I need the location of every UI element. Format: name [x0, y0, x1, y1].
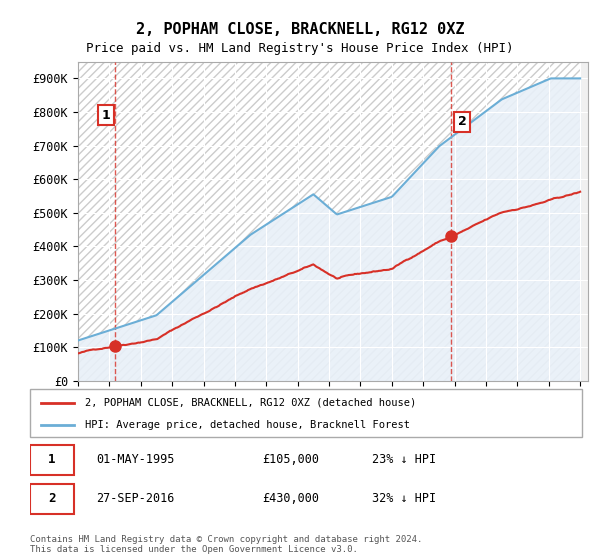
Text: 1: 1	[101, 109, 110, 122]
Text: 27-SEP-2016: 27-SEP-2016	[96, 492, 175, 505]
Text: HPI: Average price, detached house, Bracknell Forest: HPI: Average price, detached house, Brac…	[85, 420, 410, 430]
Text: 01-MAY-1995: 01-MAY-1995	[96, 453, 175, 466]
Text: 23% ↓ HPI: 23% ↓ HPI	[372, 453, 436, 466]
Text: 32% ↓ HPI: 32% ↓ HPI	[372, 492, 436, 505]
Text: 1: 1	[49, 453, 56, 466]
FancyBboxPatch shape	[30, 484, 74, 514]
FancyBboxPatch shape	[30, 389, 582, 437]
Text: £430,000: £430,000	[262, 492, 319, 505]
Text: Contains HM Land Registry data © Crown copyright and database right 2024.
This d: Contains HM Land Registry data © Crown c…	[30, 535, 422, 554]
Text: Price paid vs. HM Land Registry's House Price Index (HPI): Price paid vs. HM Land Registry's House …	[86, 42, 514, 55]
Text: £105,000: £105,000	[262, 453, 319, 466]
FancyBboxPatch shape	[30, 445, 74, 474]
Text: 2, POPHAM CLOSE, BRACKNELL, RG12 0XZ: 2, POPHAM CLOSE, BRACKNELL, RG12 0XZ	[136, 22, 464, 38]
Text: 2: 2	[458, 115, 467, 128]
Text: 2, POPHAM CLOSE, BRACKNELL, RG12 0XZ (detached house): 2, POPHAM CLOSE, BRACKNELL, RG12 0XZ (de…	[85, 398, 416, 408]
Text: 2: 2	[49, 492, 56, 505]
